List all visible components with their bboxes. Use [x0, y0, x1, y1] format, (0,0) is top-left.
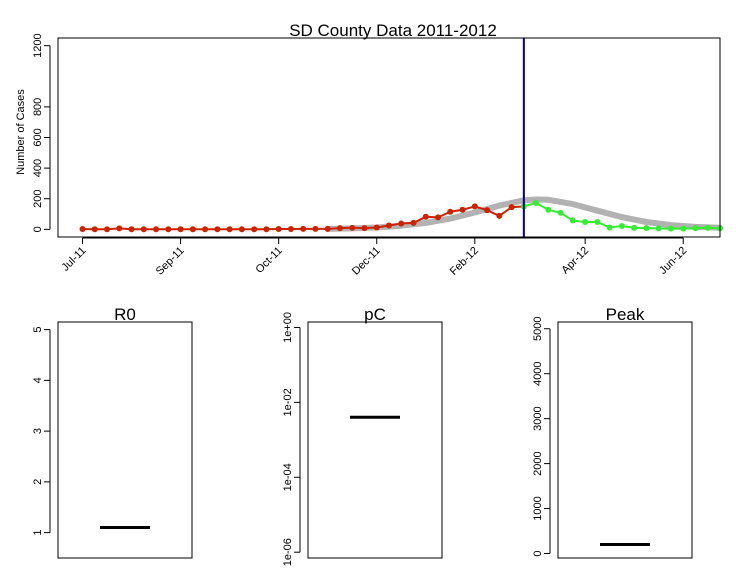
pc-panel-title: pC — [364, 305, 386, 324]
panel-y-tick-label: 1e-06 — [282, 538, 294, 566]
observed-future-point — [704, 224, 711, 231]
observed-fit-point — [435, 214, 442, 221]
panel-y-tick-label: 5 — [32, 327, 44, 333]
r0-panel-frame — [57, 321, 193, 559]
observed-future-point — [606, 224, 613, 231]
panel-y-tick-label: 5000 — [532, 317, 544, 341]
main-x-tick-label: Jun-12 — [657, 245, 689, 277]
pc-panel-frame — [307, 321, 443, 559]
panel-y-tick-label: 3000 — [532, 406, 544, 430]
observed-fit-point — [373, 224, 380, 231]
observed-fit-point — [214, 226, 221, 233]
main-x-tick-label: Apr-12 — [559, 245, 591, 277]
observed-fit-point — [447, 208, 454, 215]
observed-fit-point — [91, 226, 98, 233]
observed-fit-point — [324, 225, 331, 232]
main-chart: SD County Data 2011-2012 Number of Cases… — [15, 21, 723, 278]
observed-fit-point — [165, 226, 172, 233]
observed-future-point — [631, 224, 638, 231]
observed-fit-point — [263, 226, 270, 233]
panel-y-tick-label: 2 — [32, 479, 44, 485]
observed-future-point — [692, 225, 699, 232]
observed-future-point — [533, 200, 540, 207]
panel-y-tick-label: 0 — [532, 550, 544, 556]
observed-future-point — [655, 225, 662, 232]
observed-fit-point — [361, 225, 368, 232]
main-y-tick-label: 800 — [32, 98, 44, 116]
observed-fit-point — [336, 225, 343, 232]
r0-panel-axis: 1 2 3 4 5 — [32, 327, 51, 536]
observed-fit-point — [496, 212, 503, 219]
panel-y-tick-label: 1e+00 — [282, 312, 294, 343]
main-chart-y-label: Number of Cases — [15, 89, 27, 175]
main-x-tick-label: Jul-11 — [60, 245, 89, 274]
observed-fit-point — [104, 226, 111, 233]
observed-future-point — [680, 225, 687, 232]
observed-fit-point — [349, 224, 356, 231]
observed-fit-point — [484, 207, 491, 214]
panel-y-tick-label: 1 — [32, 530, 44, 536]
main-y-tick-label: 1200 — [32, 33, 44, 57]
main-y-tick-label: 0 — [32, 226, 44, 232]
main-chart-axes: 0 200 400 600 800 1200 Jul-11 Sep-11 Oct-11 Dec-1… — [32, 33, 689, 277]
observed-fit-point — [238, 226, 245, 233]
observed-future-point — [643, 225, 650, 232]
panel-y-tick-label: 4000 — [532, 361, 544, 385]
observed-fit-point — [79, 226, 86, 233]
model-curve-band — [324, 196, 723, 232]
observed-fit-point — [177, 226, 184, 233]
observed-fit-point — [226, 226, 233, 233]
main-y-tick-label: 200 — [32, 190, 44, 208]
peak-panel-title: Peak — [606, 305, 645, 324]
observed-fit-point — [251, 226, 258, 233]
peak-panel: Peak 0 1000 2000 3000 4000 5000 — [532, 305, 693, 559]
main-chart-series — [79, 38, 723, 237]
observed-fit-point — [153, 226, 160, 233]
observed-fit-point — [300, 225, 307, 232]
observed-future-point — [667, 225, 674, 232]
observed-fit-point — [398, 220, 405, 227]
main-x-tick-label: Dec-11 — [350, 245, 383, 278]
main-x-tick-label: Sep-11 — [154, 245, 187, 278]
main-chart-title: SD County Data 2011-2012 — [289, 21, 497, 40]
main-x-tick-label: Oct-11 — [254, 245, 285, 276]
main-x-tick-label: Feb-12 — [448, 245, 481, 278]
peak-panel-frame — [557, 321, 693, 559]
observed-fit-point — [471, 203, 478, 210]
observed-fit-point — [508, 204, 515, 211]
r0-panel-title: R0 — [114, 305, 136, 324]
observed-fit-point — [287, 226, 294, 233]
observed-fit-point — [410, 219, 417, 226]
observed-fit-point — [189, 226, 196, 233]
main-y-tick-label: 600 — [32, 128, 44, 146]
observed-fit-point — [128, 226, 135, 233]
observed-fit-point — [312, 225, 319, 232]
observed-future-point — [557, 209, 564, 216]
observed-future-point — [618, 222, 625, 229]
panel-y-tick-label: 2000 — [532, 451, 544, 475]
main-y-tick-label: 400 — [32, 159, 44, 177]
peak-panel-axis: 0 1000 2000 3000 4000 5000 — [532, 317, 551, 557]
panel-y-tick-label: 1e-04 — [282, 463, 294, 491]
r0-panel: R0 1 2 3 4 5 — [32, 305, 193, 559]
observed-fit-point — [459, 206, 466, 213]
observed-future-point — [582, 218, 589, 225]
observed-fit-point — [422, 213, 429, 220]
observed-fit-point — [116, 225, 123, 232]
observed-fit-point — [140, 226, 147, 233]
observed-fit-point — [386, 222, 392, 229]
observed-future-point — [594, 218, 601, 225]
pc-panel-axis: 1e-06 1e-04 1e-02 1e+00 — [282, 312, 301, 566]
panel-y-tick-label: 4 — [32, 377, 44, 383]
observed-fit-point — [275, 226, 282, 233]
main-chart-plot-frame — [57, 37, 721, 238]
pc-panel: pC 1e-06 1e-04 1e-02 1e+00 — [282, 305, 443, 566]
panel-y-tick-label: 3 — [32, 428, 44, 434]
observed-future-point — [545, 206, 552, 213]
panel-y-tick-label: 1000 — [532, 496, 544, 520]
observed-fit-point — [202, 226, 209, 233]
panel-y-tick-label: 1e-02 — [282, 388, 294, 416]
observed-future-point — [569, 217, 576, 224]
